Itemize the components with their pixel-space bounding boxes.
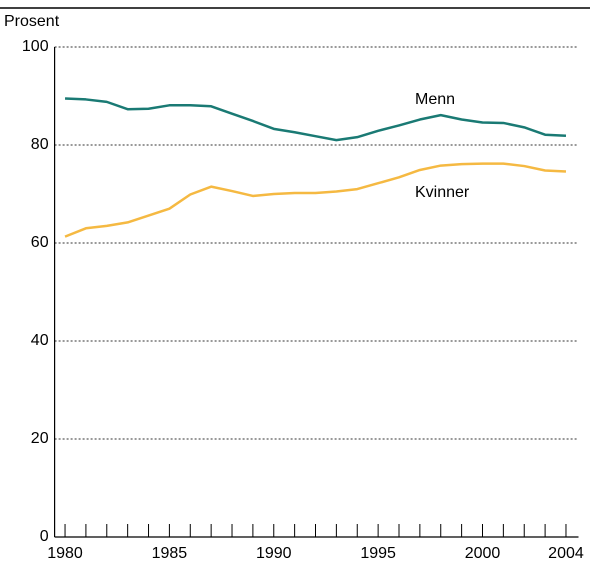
x-tick-label: 1995	[360, 545, 396, 562]
y-tick-label: 60	[31, 234, 49, 251]
x-tick-label: 1985	[152, 545, 188, 562]
series-label: Kvinner	[415, 184, 470, 201]
y-tick-label: 100	[22, 38, 49, 55]
x-tick-label: 2004	[548, 545, 584, 562]
series-label: Menn	[415, 91, 455, 108]
x-tick-label: 1980	[47, 545, 83, 562]
y-axis-label: Prosent	[4, 13, 60, 30]
x-tick-label: 2000	[465, 545, 501, 562]
y-tick-label: 80	[31, 136, 49, 153]
y-tick-label: 0	[40, 528, 49, 545]
line-series	[64, 97, 567, 142]
line-series	[64, 162, 567, 238]
y-tick-label: 20	[31, 430, 49, 447]
y-tick-label: 40	[31, 332, 49, 349]
x-tick-label: 1990	[256, 545, 292, 562]
